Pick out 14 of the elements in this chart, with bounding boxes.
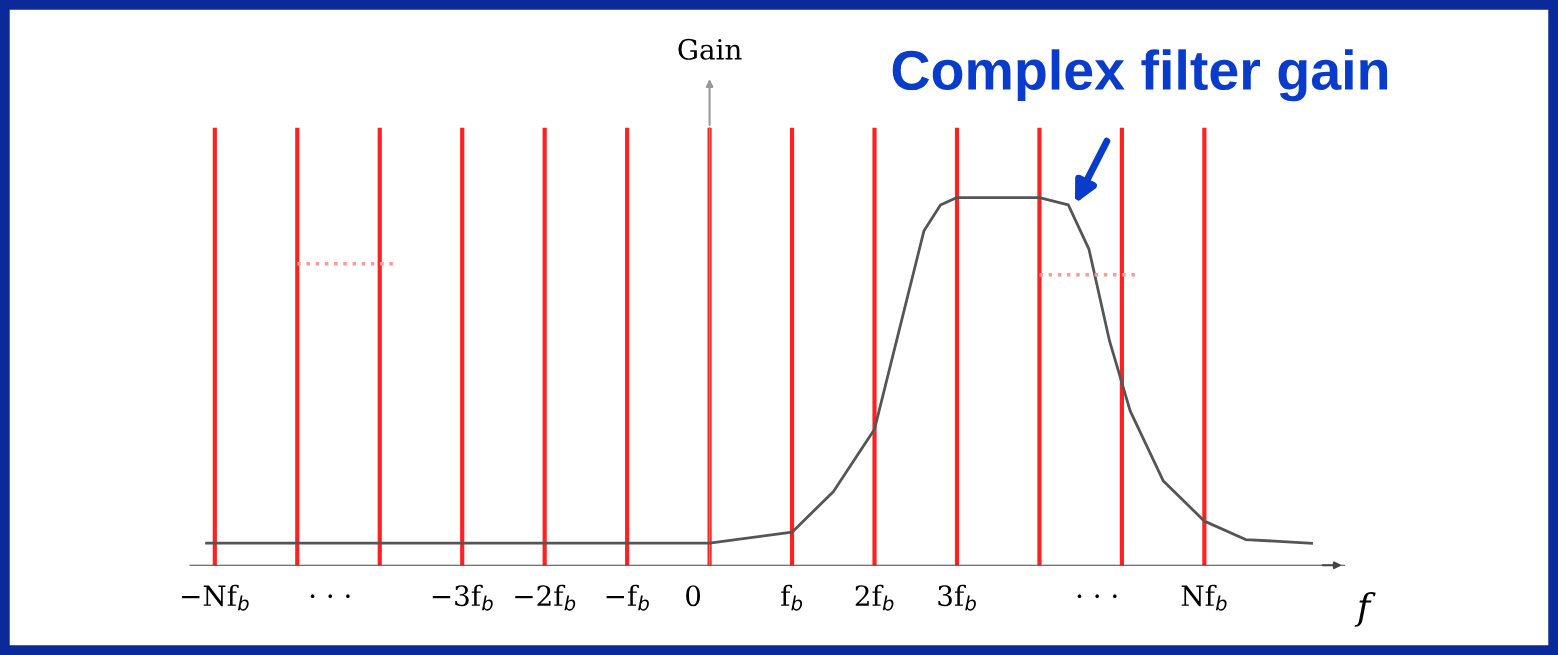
x-tick-label: 3f$_{b}$	[938, 584, 976, 611]
x-tick-label: · · ·	[1077, 594, 1117, 598]
x-tick-label: 0	[686, 585, 701, 607]
x-tick-label: −2f$_{b}$	[515, 584, 576, 611]
x-tick-label: 2f$_{b}$	[855, 584, 894, 611]
y-axis-title: Gain	[678, 38, 742, 60]
x-tick-label: f$_{b}$	[781, 584, 803, 611]
x-tick-label: −f$_{b}$	[606, 584, 649, 611]
x-tick-label: · · ·	[310, 594, 350, 598]
annotation: Complex filter gain	[892, 49, 1388, 102]
x-tick-label: Nf$_{b}$	[1181, 584, 1227, 611]
x-tick-label: −Nf$_{b}$	[182, 584, 249, 611]
x-tick-label: −3f$_{b}$	[432, 584, 493, 611]
x-axis-title: f	[1354, 591, 1376, 627]
